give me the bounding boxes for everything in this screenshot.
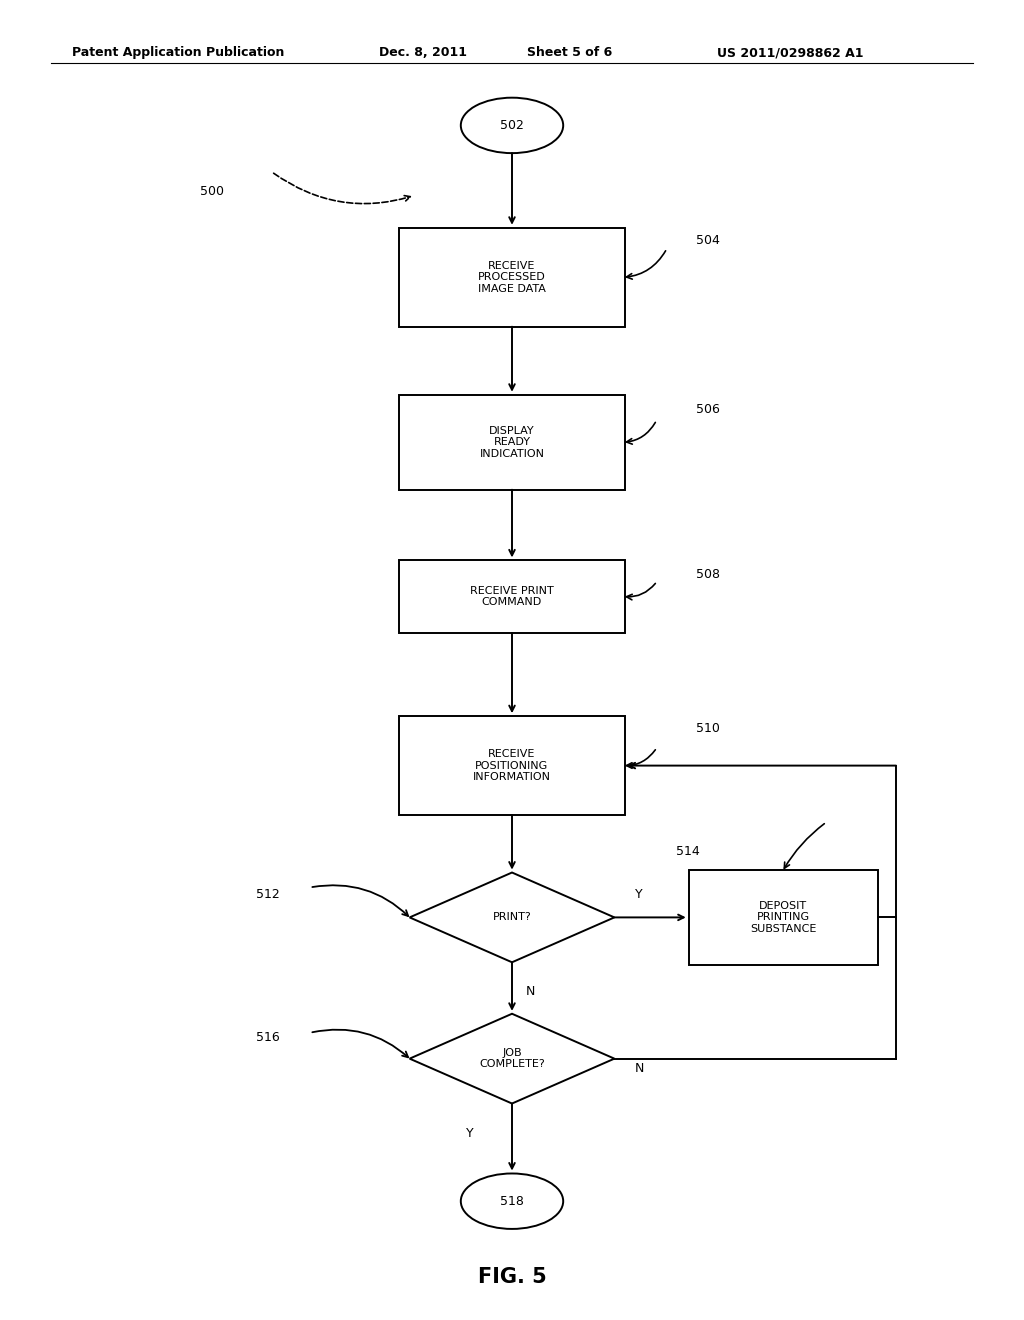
Text: 506: 506 — [696, 403, 720, 416]
Text: DISPLAY
READY
INDICATION: DISPLAY READY INDICATION — [479, 425, 545, 459]
Text: 508: 508 — [696, 568, 720, 581]
Text: N: N — [525, 985, 535, 998]
Bar — [399, 395, 625, 490]
Text: 504: 504 — [696, 234, 720, 247]
Text: Sheet 5 of 6: Sheet 5 of 6 — [527, 46, 612, 59]
Text: 500: 500 — [200, 185, 223, 198]
Text: 510: 510 — [696, 722, 720, 735]
Text: PRINT?: PRINT? — [493, 912, 531, 923]
Text: 512: 512 — [256, 888, 280, 902]
Bar — [688, 870, 878, 965]
Bar — [399, 715, 625, 814]
Text: DEPOSIT
PRINTING
SUBSTANCE: DEPOSIT PRINTING SUBSTANCE — [751, 900, 816, 935]
Text: Patent Application Publication: Patent Application Publication — [72, 46, 284, 59]
Bar — [399, 560, 625, 632]
Text: 502: 502 — [500, 119, 524, 132]
Bar — [399, 227, 625, 326]
Text: N: N — [635, 1061, 644, 1074]
Text: FIG. 5: FIG. 5 — [477, 1267, 547, 1287]
Text: RECEIVE
POSITIONING
INFORMATION: RECEIVE POSITIONING INFORMATION — [473, 748, 551, 783]
Text: Y: Y — [466, 1126, 473, 1139]
Text: RECEIVE PRINT
COMMAND: RECEIVE PRINT COMMAND — [470, 586, 554, 607]
Text: JOB
COMPLETE?: JOB COMPLETE? — [479, 1048, 545, 1069]
Text: 518: 518 — [500, 1195, 524, 1208]
Text: 514: 514 — [676, 845, 699, 858]
Text: RECEIVE
PROCESSED
IMAGE DATA: RECEIVE PROCESSED IMAGE DATA — [478, 260, 546, 294]
Text: Dec. 8, 2011: Dec. 8, 2011 — [379, 46, 467, 59]
Text: US 2011/0298862 A1: US 2011/0298862 A1 — [717, 46, 863, 59]
Text: Y: Y — [635, 887, 642, 900]
Text: 516: 516 — [256, 1031, 280, 1044]
